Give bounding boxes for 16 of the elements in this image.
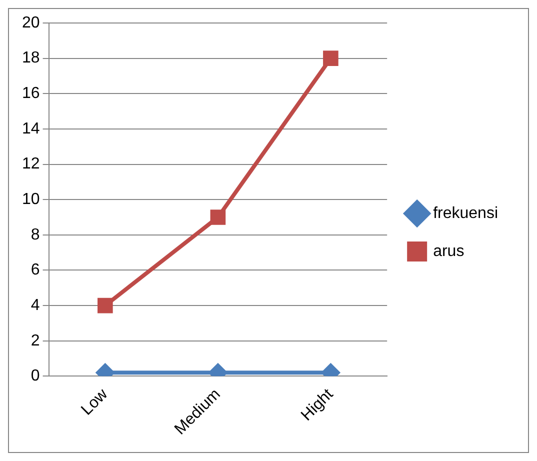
- y-tick-label: 8: [30, 226, 40, 244]
- x-tick-label: Low: [78, 386, 112, 419]
- y-tick-label: 18: [22, 50, 40, 67]
- point: [210, 210, 226, 225]
- point: [323, 50, 338, 66]
- y-tick-label: 10: [22, 191, 40, 208]
- y-tick-label: 20: [22, 14, 40, 32]
- y-tick-label: 14: [22, 120, 40, 138]
- legend-label: frekuensi: [433, 204, 498, 222]
- legend-label: arus: [433, 242, 464, 260]
- y-tick-label: 6: [30, 262, 40, 279]
- y-tick-label: 2: [30, 332, 40, 350]
- y-tick-label: 0: [30, 368, 40, 385]
- y-tick-label: 12: [22, 156, 40, 173]
- y-tick-label: 4: [30, 296, 40, 314]
- y-tick-label: 16: [22, 85, 40, 102]
